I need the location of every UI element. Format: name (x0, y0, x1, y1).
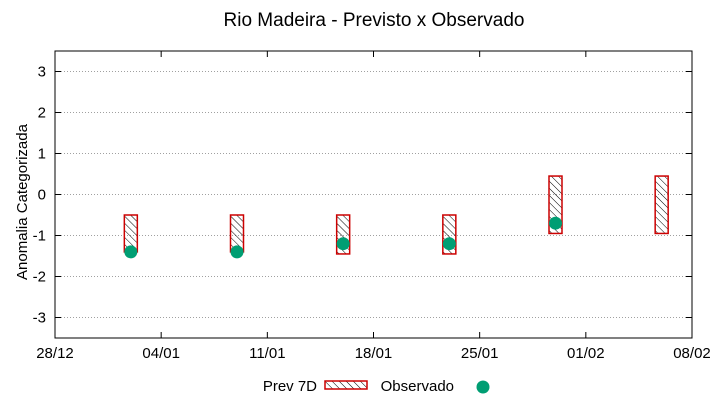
y-tick-label: -3 (33, 310, 46, 327)
x-tick-labels: 28/12 04/01 11/01 18/01 25/01 01/02 08/02 (36, 345, 711, 362)
legend-label-observado: Observado (381, 378, 454, 395)
x-tick-label: 04/01 (142, 345, 180, 362)
x-tick-label: 18/01 (355, 345, 393, 362)
grid (55, 71, 692, 318)
x-tick-label: 01/02 (567, 345, 605, 362)
y-tick-label: 1 (38, 146, 46, 163)
x-tick-label: 11/01 (249, 345, 285, 362)
legend-marker-observado (476, 380, 490, 394)
chart-title: Rio Madeira - Previsto x Observado (224, 10, 525, 31)
observado-point (230, 245, 244, 259)
data-marks (123, 175, 669, 259)
y-tick-label: 0 (38, 187, 46, 204)
legend-swatch-prev (324, 380, 368, 390)
y-tick-label: 2 (38, 105, 46, 122)
y-axis-label: Anomalia Categorizada (14, 123, 31, 280)
legend: Prev 7D Observado (263, 378, 490, 395)
observado-point (442, 237, 456, 251)
observado-point (336, 237, 350, 251)
y-tick-label: -1 (33, 228, 46, 245)
observado-point (549, 216, 562, 230)
x-tick-label: 28/12 (36, 345, 74, 362)
x-tick-label: 08/02 (673, 345, 711, 362)
x-tick-label: 25/01 (461, 345, 499, 362)
prev-7d-box (654, 175, 669, 235)
y-tick-label: 3 (38, 64, 46, 81)
y-tick-labels: 3 2 1 0 -1 -2 -3 (33, 64, 46, 327)
y-tick-label: -2 (33, 269, 46, 286)
legend-label-prev: Prev 7D (263, 378, 317, 395)
axis-ticks (54, 51, 693, 338)
observado-point (124, 245, 138, 259)
